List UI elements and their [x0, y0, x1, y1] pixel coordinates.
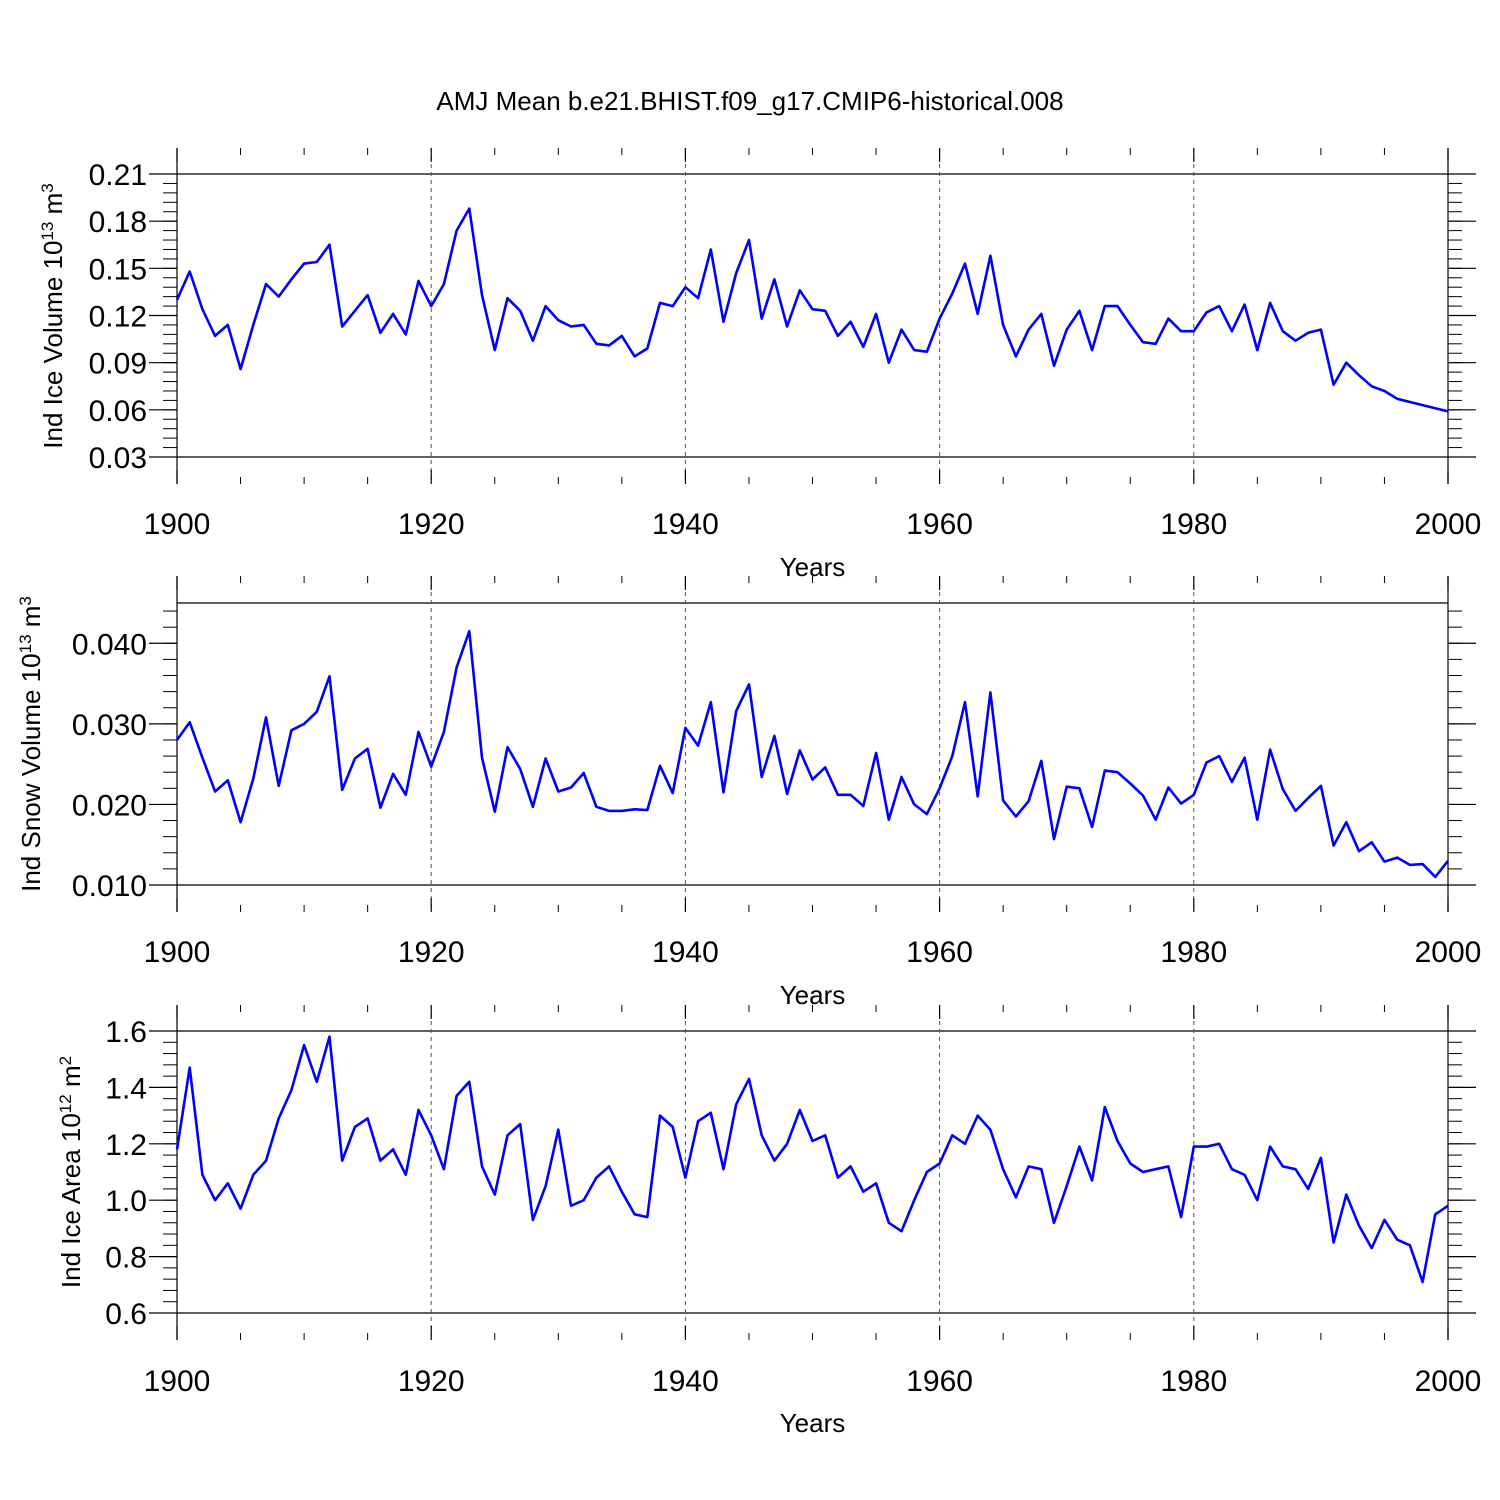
series-line: [175, 629, 1450, 879]
y-axis-label-superscript: 3: [16, 596, 35, 605]
x-tick-label: 2000: [1415, 936, 1482, 969]
y-axis-label-part: m: [38, 193, 68, 222]
y-axis-label: Ind Ice Volume 1013 m3: [38, 183, 69, 448]
y-tick-label: 0.030: [72, 709, 147, 742]
x-tick-label: 1940: [652, 508, 719, 541]
y-axis-label-part: m: [56, 1065, 86, 1094]
y-axis-label-part: Ind Ice Volume 10: [38, 241, 68, 449]
x-axis-label: Years: [780, 1408, 846, 1438]
y-axis-label-superscript: 2: [56, 1056, 75, 1065]
x-tick-label: 1920: [398, 936, 465, 969]
chart-panel-3: 1900 1920 1940 1960 1980 2000 0.6 0.8 1.0 1.2 1.4 1…: [56, 1005, 1482, 1438]
x-tick-label: 1960: [906, 1365, 973, 1398]
y-tick-label: 0.15: [89, 253, 147, 286]
y-tick-label: 0.12: [89, 301, 147, 334]
y-axis-label-superscript: 12: [56, 1094, 75, 1113]
x-tick-label: 1960: [906, 936, 973, 969]
y-axis-label: Ind Ice Area 1012 m2: [56, 1056, 87, 1288]
x-tick-label: 1980: [1160, 936, 1227, 969]
y-tick-label: 0.18: [89, 206, 147, 239]
x-tick-label: 1940: [652, 1365, 719, 1398]
y-tick-label: 1.0: [105, 1185, 147, 1218]
y-tick-label: 1.6: [105, 1016, 147, 1049]
x-tick-label: 1980: [1160, 1365, 1227, 1398]
series-line: [175, 207, 1449, 413]
x-tick-label: 1960: [906, 508, 973, 541]
y-axis-label: Ind Snow Volume 1013 m3: [16, 596, 47, 892]
x-tick-label: 1900: [144, 508, 211, 541]
x-tick-label: 1940: [652, 936, 719, 969]
x-tick-label: 2000: [1415, 1365, 1482, 1398]
x-tick-label: 1900: [144, 936, 211, 969]
y-tick-label: 1.4: [105, 1072, 147, 1105]
y-axis-label-part: Ind Ice Area 10: [56, 1113, 86, 1288]
y-axis-label-superscript: 13: [16, 634, 35, 653]
y-tick-label: 0.040: [72, 628, 147, 661]
y-axis-label-part: m: [16, 606, 46, 635]
panels: 1900 1920 1940 1960 1980 2000 0.03 0.06 0.09 0.12…: [16, 148, 1482, 1438]
x-tick-label: 1920: [398, 508, 465, 541]
y-tick-label: 0.010: [72, 870, 147, 903]
y-axis-label-superscript: 3: [38, 183, 57, 192]
y-tick-label: 0.6: [105, 1298, 147, 1331]
x-tick-label: 2000: [1415, 508, 1482, 541]
y-tick-label: 1.2: [105, 1129, 147, 1162]
series-line: [175, 1035, 1449, 1284]
y-tick-label: 0.8: [105, 1242, 147, 1275]
y-tick-label: 0.020: [72, 789, 147, 822]
y-tick-label: 0.09: [89, 348, 147, 381]
chart-panel-1: 1900 1920 1940 1960 1980 2000 0.03 0.06 0.09 0.12…: [38, 148, 1482, 582]
y-tick-label: 0.06: [89, 395, 147, 428]
y-axis-label-part: Ind Snow Volume 10: [16, 653, 46, 892]
x-tick-label: 1900: [144, 1365, 211, 1398]
figure-title: AMJ Mean b.e21.BHIST.f09_g17.CMIP6-histo…: [436, 86, 1063, 116]
y-tick-label: 0.03: [89, 442, 147, 475]
x-tick-label: 1920: [398, 1365, 465, 1398]
y-tick-label: 0.21: [89, 159, 147, 192]
x-tick-label: 1980: [1160, 508, 1227, 541]
y-axis-label-superscript: 13: [38, 222, 57, 241]
chart-panel-2: 1900 1920 1940 1960 1980 2000 0.010 0.020 0.030 0…: [16, 576, 1482, 1010]
